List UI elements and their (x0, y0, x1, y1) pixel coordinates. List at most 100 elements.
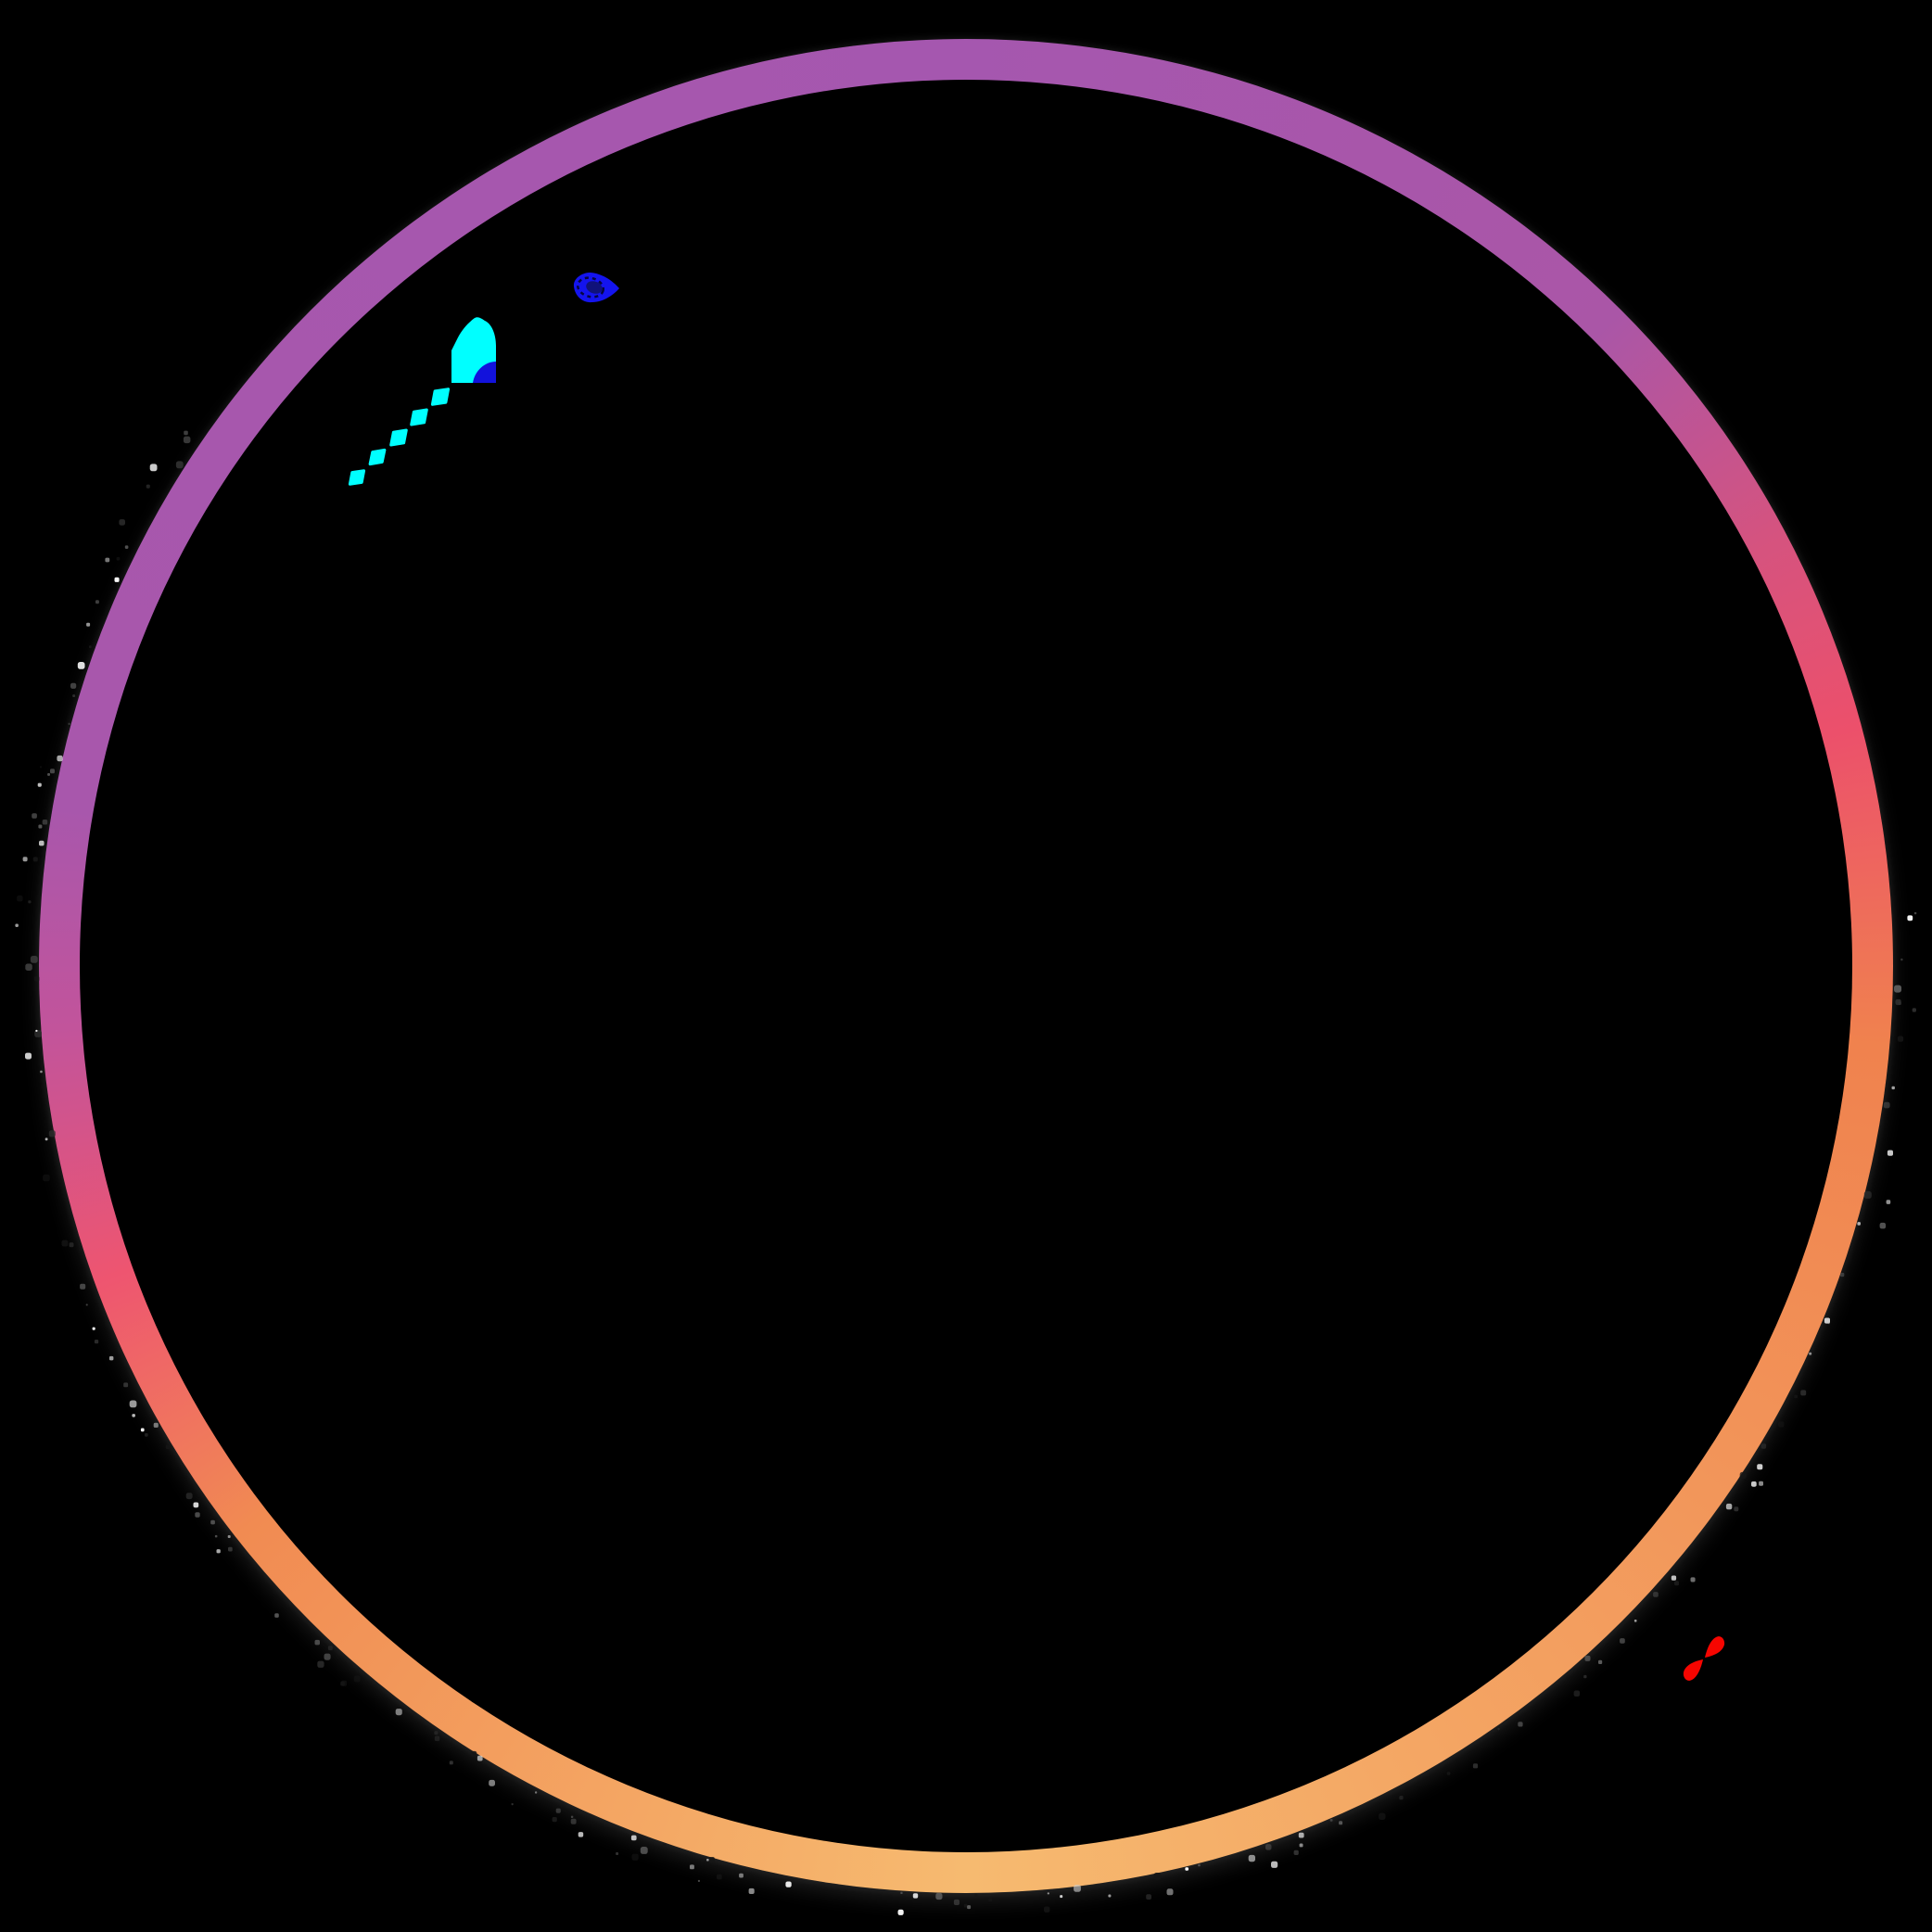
shadow-speckle (42, 820, 48, 825)
shadow-speckle (1751, 1481, 1757, 1487)
shadow-speckle (988, 1898, 993, 1902)
shadow-speckle (1166, 1888, 1174, 1896)
shadow-speckle (22, 857, 28, 862)
trail-dot (389, 428, 408, 447)
trail-dot (430, 388, 451, 406)
shadow-speckle (1497, 1727, 1500, 1731)
shadow-speckle (708, 1857, 715, 1863)
shadow-speckle (1293, 1849, 1299, 1855)
shadow-speckle (1573, 1690, 1581, 1697)
shadow-speckle (227, 1535, 231, 1538)
shadow-speckle (1446, 1772, 1451, 1775)
red-bowtie (1683, 1636, 1725, 1681)
shadow-speckle (1265, 1844, 1272, 1850)
shadow-speckle (69, 1242, 74, 1248)
shadow-speckle (149, 464, 158, 472)
shadow-speckle (963, 1903, 968, 1908)
shadow-speckle (77, 662, 85, 669)
shadow-speckle (1339, 1821, 1343, 1825)
comet-trail (348, 388, 451, 486)
shadow-speckle (511, 1803, 514, 1806)
shadow-speckle (140, 1428, 145, 1432)
shadow-speckle (395, 1709, 402, 1716)
shadow-speckle (317, 1660, 324, 1668)
shadow-speckle (1886, 1200, 1891, 1204)
shadow-speckle (314, 1639, 320, 1646)
shadow-speckle (50, 769, 55, 774)
shadow-speckle (706, 1859, 709, 1862)
shadow-speckle (1671, 1575, 1677, 1581)
shadow-speckle (1674, 1581, 1679, 1586)
shadow-speckle (25, 963, 32, 971)
shadow-speckle (105, 557, 110, 563)
shadow-speckle (153, 1422, 159, 1428)
shadow-speckle (1907, 915, 1913, 922)
shadow-speckle (274, 1613, 279, 1618)
shadow-speckle (35, 1029, 38, 1032)
shadow-speckle (1857, 1222, 1861, 1226)
shadow-speckle (535, 1791, 538, 1794)
shadow-speckle (80, 1283, 86, 1290)
ring-inner-hole (80, 80, 1852, 1852)
shadow-speckle (146, 484, 150, 489)
shadow-speckle (897, 1909, 904, 1915)
shadow-speckle (92, 1327, 95, 1330)
shadow-speckle (95, 600, 99, 604)
shadow-speckle (1379, 1812, 1386, 1820)
shadow-speckle (1778, 1421, 1785, 1428)
shadow-speckle (119, 519, 125, 526)
shadow-speckle (477, 1755, 483, 1761)
shadow-speckle (228, 1546, 233, 1552)
shadow-speckle (974, 1893, 978, 1897)
shadow-speckle (340, 1681, 345, 1686)
shadow-speckle (570, 1818, 577, 1824)
shadow-speckle (210, 1519, 215, 1525)
shadow-speckle (1598, 1659, 1603, 1664)
shadow-speckle (70, 682, 77, 689)
shadow-speckle (935, 1892, 943, 1900)
shadow-speckle (449, 1760, 453, 1765)
shadow-speckle (785, 1881, 792, 1888)
shadow-speckle (748, 1888, 755, 1894)
shadow-speckle (1298, 1832, 1304, 1838)
shadow-speckle (43, 1174, 50, 1182)
shadow-speckle (663, 1843, 667, 1847)
shadow-speckle (214, 1534, 218, 1538)
shadow-speckle (1883, 1101, 1890, 1109)
shadow-speckle (1887, 1150, 1893, 1156)
shadow-speckle (114, 577, 120, 582)
shadow-speckle (38, 824, 43, 829)
shadow-speckle (17, 895, 23, 902)
shadow-speckle (165, 1444, 171, 1450)
shadow-speckle (184, 430, 188, 436)
shadow-speckle (195, 1512, 200, 1518)
shadow-speckle (34, 1030, 42, 1037)
shadow-speckle (1518, 1722, 1523, 1727)
shadow-speckle (123, 1382, 129, 1388)
shadow-speckle (1153, 1873, 1162, 1880)
shadow-speckle (1584, 1655, 1591, 1661)
shadow-speckle (32, 813, 37, 819)
shadow-speckle (15, 923, 19, 927)
shadow-speckle (61, 1239, 69, 1247)
shadow-speckle (434, 1735, 440, 1741)
shadow-speckle (697, 1879, 700, 1882)
shadow-speckle (216, 1549, 221, 1554)
shadow-speckle (1047, 1892, 1049, 1895)
shadow-speckle (86, 622, 91, 627)
shadow-speckle (57, 755, 63, 762)
shadow-speckle (1620, 1638, 1625, 1644)
shadow-speckle (953, 1899, 960, 1905)
shadow-speckle (108, 1355, 114, 1361)
shadow-speckle (1891, 1086, 1895, 1090)
shadow-speckle (555, 1808, 561, 1813)
shadow-speckle (1913, 911, 1917, 915)
shadow-speckle (1299, 1843, 1303, 1848)
shadow-speckle (690, 1864, 694, 1870)
shadow-speckle (1824, 1317, 1830, 1324)
shadow-speckle (1146, 1894, 1151, 1900)
shadow-speckle (85, 1303, 88, 1306)
shadow-speckle (1690, 1577, 1696, 1582)
